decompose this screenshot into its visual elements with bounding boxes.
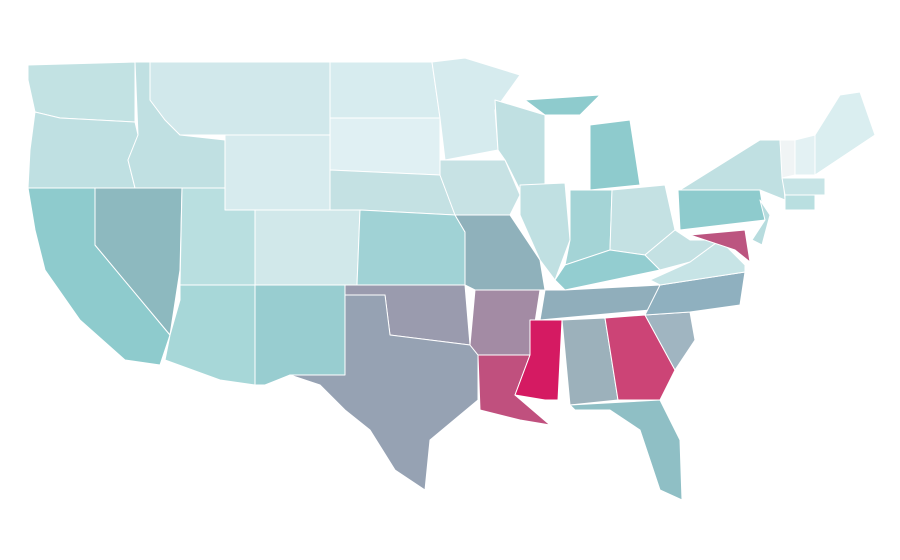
state (751, 199, 771, 246)
state (689, 229, 751, 263)
state (149, 61, 331, 136)
state (164, 284, 256, 386)
state (27, 61, 136, 123)
state (356, 209, 466, 286)
state (814, 91, 876, 176)
state (677, 189, 766, 231)
state (781, 177, 826, 196)
state (329, 169, 456, 216)
state (224, 134, 331, 211)
state (289, 294, 479, 491)
state (524, 94, 601, 116)
state (589, 119, 641, 191)
state (27, 111, 139, 189)
state (569, 399, 683, 501)
state (779, 139, 796, 179)
state (794, 134, 816, 176)
state (329, 61, 441, 119)
state (784, 194, 816, 211)
state (329, 117, 441, 176)
state (644, 229, 721, 271)
state (439, 159, 521, 216)
state (254, 284, 346, 386)
state (604, 314, 676, 401)
state (254, 209, 361, 286)
